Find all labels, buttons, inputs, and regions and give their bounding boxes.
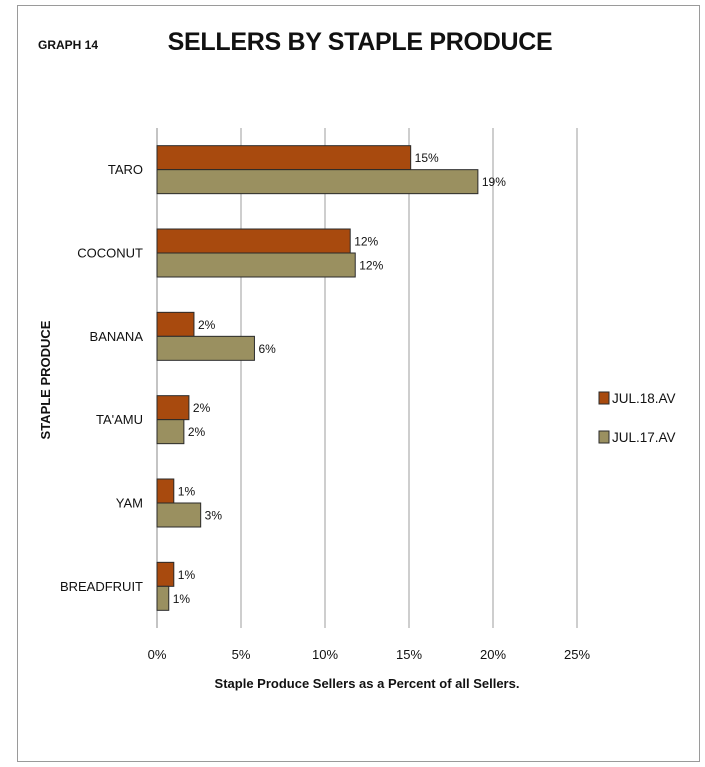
- category-label: TA'AMU: [96, 412, 143, 427]
- graph-number-label: GRAPH 14: [38, 38, 99, 52]
- legend: JUL.18.AV JUL.17.AV: [598, 391, 676, 445]
- x-tick-label: 10%: [312, 647, 338, 662]
- bar: [156, 585, 170, 611]
- x-tick-label: 0%: [148, 647, 167, 662]
- gridlines: [156, 128, 578, 628]
- category-labels: TARO COCONUT BANANA TA'AMU YAM BREADFRUIT: [60, 162, 143, 594]
- category-label: BANANA: [90, 329, 144, 344]
- bar: [156, 335, 255, 361]
- data-label: 12%: [354, 235, 378, 249]
- x-tick-label: 20%: [480, 647, 506, 662]
- x-tick-label: 15%: [396, 647, 422, 662]
- data-label: 12%: [359, 259, 383, 273]
- bar: [156, 228, 351, 254]
- x-tick-labels: 0% 5% 10% 15% 20% 25%: [148, 647, 591, 662]
- data-label: 1%: [173, 592, 191, 606]
- legend-swatch: [598, 391, 610, 405]
- x-tick-label: 5%: [232, 647, 251, 662]
- category-label: COCONUT: [77, 246, 143, 261]
- chart-title: SELLERS BY STAPLE PRODUCE: [167, 28, 553, 56]
- category-label: YAM: [116, 496, 143, 511]
- bar: [156, 169, 479, 195]
- x-tick-label: 25%: [564, 647, 590, 662]
- data-label: 2%: [193, 401, 211, 415]
- bar: [156, 561, 175, 587]
- data-label: 19%: [482, 175, 506, 189]
- data-label: 1%: [178, 485, 196, 499]
- bar: [156, 311, 195, 337]
- bar-group: 15% 19% 12% 12% 2% 6% 2% 2% 1% 3% 1% 1%: [156, 145, 506, 611]
- x-axis-title: Staple Produce Sellers as a Percent of a…: [215, 676, 520, 691]
- bar: [156, 419, 185, 445]
- legend-label: JUL.17.AV: [612, 430, 676, 445]
- bar: [156, 395, 190, 421]
- data-label: 2%: [188, 425, 206, 439]
- legend-label: JUL.18.AV: [612, 391, 676, 406]
- bar: [156, 478, 175, 504]
- data-label: 3%: [205, 509, 223, 523]
- bar: [156, 252, 356, 278]
- data-label: 2%: [198, 318, 216, 332]
- chart-frame: [17, 5, 700, 762]
- data-label: 15%: [415, 151, 439, 165]
- legend-swatch: [598, 430, 610, 444]
- bar: [156, 145, 412, 171]
- category-label: TARO: [108, 162, 143, 177]
- data-label: 6%: [258, 342, 276, 356]
- y-axis-title: STAPLE PRODUCE: [38, 320, 53, 439]
- category-label: BREADFRUIT: [60, 579, 143, 594]
- bar: [156, 502, 202, 528]
- data-label: 1%: [178, 568, 196, 582]
